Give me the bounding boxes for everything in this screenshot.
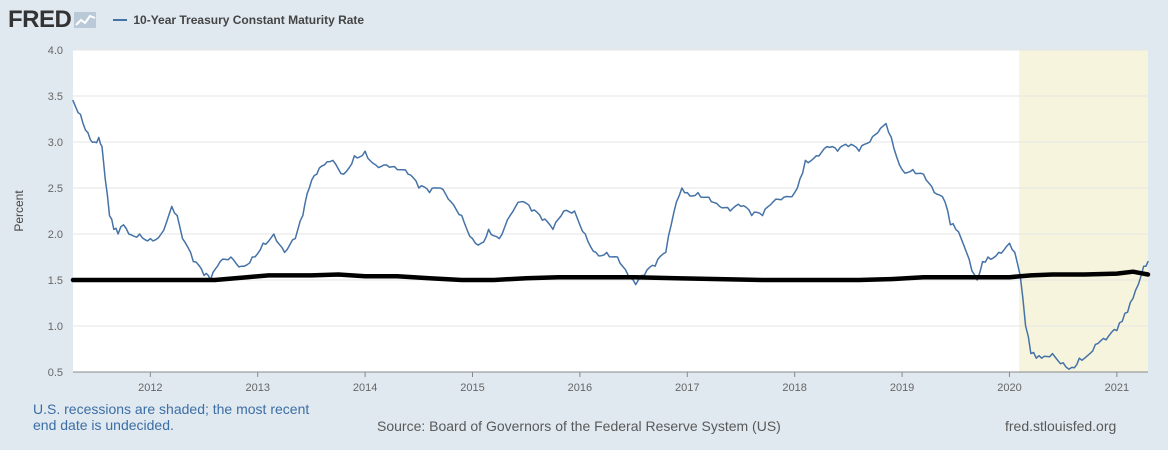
y-tick-label: 1.5 (48, 275, 63, 287)
x-tick-label: 2016 (568, 382, 592, 394)
y-tick-label: 1.0 (48, 321, 63, 333)
y-tick-label: 0.5 (48, 367, 63, 379)
y-tick-label: 3.5 (48, 91, 63, 103)
y-tick-label: 2.0 (48, 229, 63, 241)
x-tick-label: 2014 (353, 382, 377, 394)
y-tick-label: 3.0 (48, 137, 63, 149)
chart-header: FRED 10-Year Treasury Constant Maturity … (8, 6, 364, 34)
fred-logo-chart-icon (74, 12, 97, 28)
y-tick-label: 2.5 (48, 183, 63, 195)
legend-label: 10-Year Treasury Constant Maturity Rate (133, 13, 365, 27)
source-text: Source: Board of Governors of the Federa… (377, 418, 781, 434)
x-tick-label: 2018 (782, 382, 806, 394)
y-axis-ticks: 0.5 1.0 1.5 2.0 2.5 3.0 3.5 4.0 (48, 45, 63, 379)
legend-swatch-icon (113, 19, 128, 21)
treasury-rate-series-line[interactable] (72, 99, 1149, 370)
recession-note: U.S. recessions are shaded; the most rec… (33, 401, 310, 433)
x-tick-label: 2019 (890, 382, 914, 394)
trend-overlay-line[interactable] (70, 269, 1151, 283)
x-tick-label: 2015 (460, 382, 484, 394)
y-tick-label: 4.0 (48, 45, 63, 57)
x-tick-label: 2017 (675, 382, 699, 394)
x-tick-label: 2020 (997, 382, 1021, 394)
y-axis-label: Percent (12, 190, 26, 232)
x-tick-label: 2021 (1105, 382, 1129, 394)
recession-shading (1019, 50, 1148, 372)
series-layer (70, 99, 1151, 370)
legend[interactable]: 10-Year Treasury Constant Maturity Rate (113, 13, 364, 27)
plot-background (73, 50, 1148, 372)
x-axis-ticks: 2012 2013 2014 2015 2016 2017 2018 2019 2020 2021 (138, 372, 1129, 394)
x-tick-label: 2013 (245, 382, 269, 394)
site-link[interactable]: fred.stlouisfed.org (1005, 418, 1117, 434)
fred-logo[interactable]: FRED (8, 6, 72, 33)
x-tick-label: 2012 (138, 382, 162, 394)
